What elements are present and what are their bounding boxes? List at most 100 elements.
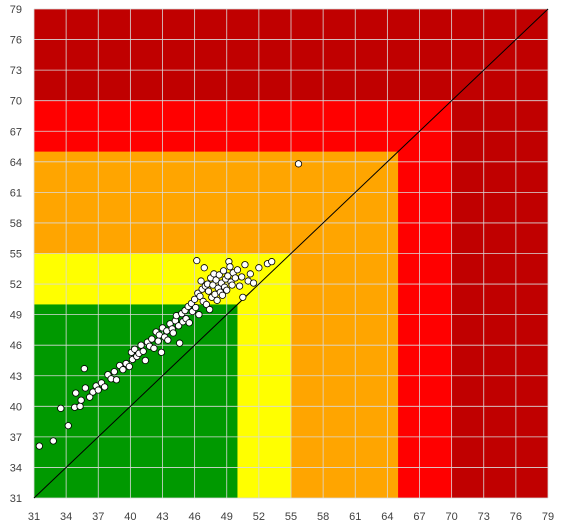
y-tick-label: 46 (10, 340, 22, 352)
x-tick-label: 70 (446, 511, 458, 523)
x-tick-label: 61 (349, 511, 361, 523)
data-point (81, 384, 90, 392)
reference-line-layer (33, 8, 549, 499)
data-point (238, 273, 246, 281)
data-point (200, 264, 208, 272)
y-tick-label: 55 (10, 249, 22, 261)
data-point (213, 296, 221, 304)
data-point (219, 267, 228, 275)
y-tick-label: 70 (10, 96, 22, 108)
data-point (226, 263, 234, 271)
data-point (72, 389, 80, 397)
data-point (174, 322, 183, 330)
data-point (64, 422, 72, 430)
x-tick-label: 37 (92, 511, 104, 523)
data-point (223, 286, 231, 294)
y-tick-label: 31 (10, 493, 22, 505)
data-point (131, 345, 139, 353)
y-tick-label: 58 (10, 218, 22, 230)
x-tick-label: 40 (124, 511, 136, 523)
data-point (228, 281, 236, 289)
data-point (191, 295, 199, 303)
data-point (212, 276, 220, 284)
y-tick-label: 34 (10, 462, 22, 474)
data-point (119, 366, 127, 374)
data-point (255, 264, 263, 272)
data-point (141, 356, 149, 365)
data-point (110, 368, 118, 376)
x-tick-label: 43 (156, 511, 168, 523)
y-tick-label: 37 (10, 432, 22, 444)
data-point (206, 305, 214, 314)
x-tick-label: 76 (510, 511, 522, 523)
x-tick-label: 67 (413, 511, 425, 523)
x-tick-label: 55 (285, 511, 297, 523)
data-point (112, 376, 121, 384)
x-tick-labels: 31 34 37 40 43 46 49 52 55 58 61 64 67 70 73 76 79 (28, 511, 554, 523)
data-point (49, 437, 57, 445)
data-point (268, 258, 276, 266)
data-point (86, 393, 94, 401)
y-tick-label: 40 (10, 401, 22, 413)
data-point (169, 329, 177, 337)
data-point (164, 336, 172, 344)
data-point (193, 257, 201, 265)
data-point (209, 281, 217, 289)
x-tick-label: 34 (60, 511, 72, 523)
y-tick-label: 73 (10, 65, 22, 77)
data-point (239, 293, 247, 301)
reference-line (33, 8, 549, 499)
y-tick-label: 79 (10, 4, 22, 16)
x-tick-label: 64 (381, 511, 393, 523)
x-tick-label: 49 (221, 511, 233, 523)
y-tick-label: 67 (10, 126, 22, 138)
x-tick-label: 58 (317, 511, 329, 523)
x-tick-label: 52 (253, 511, 265, 523)
x-tick-label: 31 (28, 511, 40, 523)
x-tick-label: 73 (478, 511, 490, 523)
y-tick-label: 49 (10, 310, 22, 322)
data-point (236, 282, 244, 290)
points-layer (35, 160, 303, 450)
data-point (154, 337, 162, 345)
y-tick-label: 61 (10, 187, 22, 199)
data-point (76, 402, 84, 410)
data-point (204, 287, 213, 295)
y-tick-label: 76 (10, 35, 22, 47)
data-point (157, 348, 166, 356)
data-point (233, 266, 242, 274)
data-point (148, 335, 156, 343)
data-point (218, 291, 227, 299)
y-tick-label: 64 (10, 157, 22, 169)
data-point (215, 271, 223, 279)
data-point (195, 311, 203, 319)
x-tick-label: 46 (189, 511, 201, 523)
data-point (176, 339, 184, 347)
data-point (185, 319, 193, 327)
data-point (57, 404, 65, 412)
data-point (294, 160, 303, 168)
data-point (139, 347, 147, 355)
data-point (224, 272, 232, 280)
data-point (35, 442, 43, 450)
data-point (94, 386, 102, 394)
grid-layer (33, 8, 549, 499)
y-tick-label: 43 (10, 371, 22, 383)
y-tick-labels: 31 34 37 40 43 46 49 52 55 58 61 64 67 70 73 76 79 (10, 4, 22, 505)
data-point (137, 341, 145, 349)
x-tick-label: 79 (542, 511, 554, 523)
data-point (125, 362, 133, 371)
data-point (80, 365, 88, 373)
data-point (241, 261, 249, 269)
data-point (197, 277, 205, 285)
data-point (196, 292, 204, 300)
data-point (77, 396, 85, 404)
data-point (202, 300, 211, 309)
data-point (249, 279, 258, 287)
data-point (246, 270, 254, 278)
data-point (150, 344, 158, 352)
data-point (192, 303, 200, 312)
data-point (101, 383, 109, 391)
